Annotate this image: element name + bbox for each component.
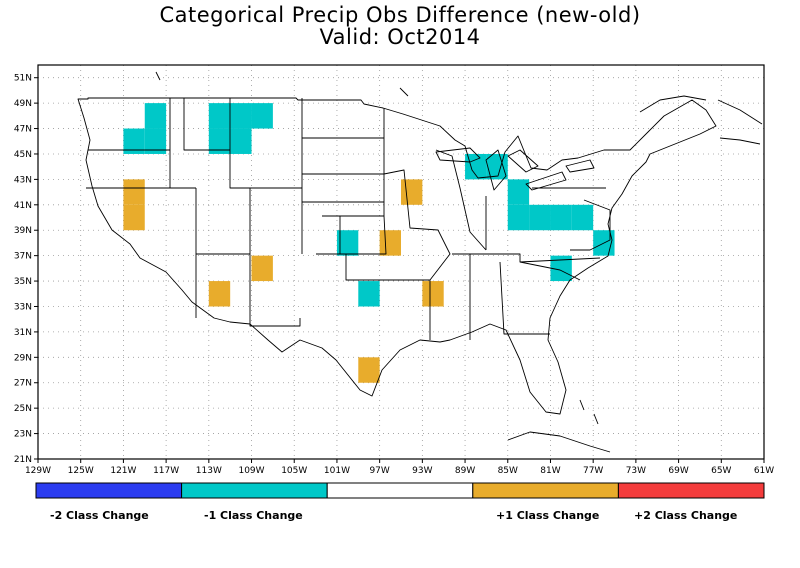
- difference-cells: [123, 103, 615, 383]
- legend-swatch: [326, 482, 474, 499]
- minus-change-cell: [465, 153, 487, 180]
- map-title: Categorical Precip Obs Difference (new-o…: [0, 4, 800, 48]
- plus-change-cell: [358, 357, 380, 383]
- plus-change-cell: [251, 255, 273, 282]
- lon-tick-label: 125W: [68, 466, 94, 476]
- lon-tick-label: 105W: [281, 466, 307, 476]
- lon-tick-label: 129W: [25, 466, 51, 476]
- minus-change-cell: [251, 103, 273, 129]
- lon-tick-label: 81W: [540, 466, 560, 476]
- latitude-labels: 21N 23N 25N 27N 29N 31N 33N 35N 37N 39N 41N 43N 45N 4…: [14, 74, 32, 465]
- plus-change-cell: [123, 204, 145, 231]
- minus-change-cell: [571, 204, 594, 231]
- lon-tick-label: 69W: [668, 466, 688, 476]
- lat-tick-label: 25N: [14, 404, 32, 414]
- map-frame: [34, 64, 765, 463]
- minus-change-cell: [486, 153, 508, 180]
- lat-tick-label: 45N: [14, 150, 32, 160]
- color-legend-bar: [35, 482, 765, 499]
- lon-tick-label: 117W: [153, 466, 179, 476]
- lat-tick-label: 31N: [14, 328, 32, 338]
- legend-swatch: [181, 482, 328, 499]
- legend-label-plus2: +2 Class Change: [634, 509, 738, 522]
- canada-coast: [155, 71, 763, 145]
- legend-swatch: [617, 482, 765, 499]
- lon-tick-label: 121W: [110, 466, 136, 476]
- minus-change-cell: [507, 204, 530, 231]
- state-boundaries: [77, 71, 763, 453]
- boundary-lines: [86, 98, 611, 340]
- legend-label-minus2: -2 Class Change: [50, 509, 149, 522]
- caribbean-coast: [507, 399, 611, 453]
- lat-tick-label: 47N: [14, 125, 32, 135]
- legend-swatch: [35, 482, 183, 499]
- us-outline: [77, 97, 717, 415]
- plus-change-cell: [208, 281, 231, 307]
- minus-change-cell: [144, 128, 167, 154]
- minus-change-cell: [208, 103, 231, 129]
- longitude-labels: 129W 125W 121W 117W 113W 109W 105W 101W 97W 93W 89…: [25, 466, 774, 476]
- title-line-2: Valid: Oct2014: [319, 25, 481, 49]
- title-line-1: Categorical Precip Obs Difference (new-o…: [159, 3, 641, 27]
- lat-tick-label: 23N: [14, 430, 32, 440]
- lon-tick-label: 97W: [369, 466, 389, 476]
- minus-change-cell: [550, 255, 572, 282]
- great-lakes: [435, 147, 595, 191]
- lon-tick-label: 73W: [626, 466, 646, 476]
- minus-change-cell: [507, 179, 530, 205]
- lat-tick-label: 39N: [14, 226, 32, 236]
- lat-tick-label: 43N: [14, 175, 32, 185]
- lat-tick-label: 41N: [14, 201, 32, 211]
- minus-change-cell: [230, 103, 252, 129]
- minus-change-cell: [208, 128, 231, 154]
- lat-tick-label: 33N: [14, 302, 32, 312]
- lon-tick-label: 85W: [498, 466, 518, 476]
- legend-label-plus1: +1 Class Change: [496, 509, 600, 522]
- minus-change-cell: [144, 103, 167, 129]
- lat-tick-label: 21N: [14, 455, 32, 465]
- minus-change-cell: [123, 128, 145, 154]
- lon-tick-label: 61W: [754, 466, 774, 476]
- plus-change-cell: [422, 281, 444, 307]
- lon-tick-label: 77W: [583, 466, 603, 476]
- lon-tick-label: 65W: [711, 466, 731, 476]
- plus-change-cell: [379, 230, 401, 256]
- lat-tick-label: 27N: [14, 379, 32, 389]
- map-border: [37, 64, 765, 460]
- lat-tick-label: 51N: [14, 74, 32, 84]
- minus-change-cell: [336, 230, 359, 256]
- minus-change-cell: [358, 281, 380, 307]
- minus-change-cell: [550, 204, 572, 231]
- minus-change-cell: [529, 204, 551, 231]
- lon-tick-label: 89W: [455, 466, 475, 476]
- lon-tick-label: 93W: [412, 466, 432, 476]
- lat-tick-label: 29N: [14, 353, 32, 363]
- plus-change-cell: [401, 179, 423, 205]
- lat-tick-label: 49N: [14, 99, 32, 109]
- lon-tick-label: 101W: [324, 466, 350, 476]
- lon-tick-label: 109W: [238, 466, 264, 476]
- plus-change-cell: [123, 179, 145, 205]
- lat-tick-label: 37N: [14, 252, 32, 262]
- legend-swatch: [472, 482, 619, 499]
- minus-change-cell: [230, 128, 252, 154]
- lon-tick-label: 113W: [196, 466, 222, 476]
- lat-tick-label: 35N: [14, 277, 32, 287]
- legend-label-minus1: -1 Class Change: [204, 509, 303, 522]
